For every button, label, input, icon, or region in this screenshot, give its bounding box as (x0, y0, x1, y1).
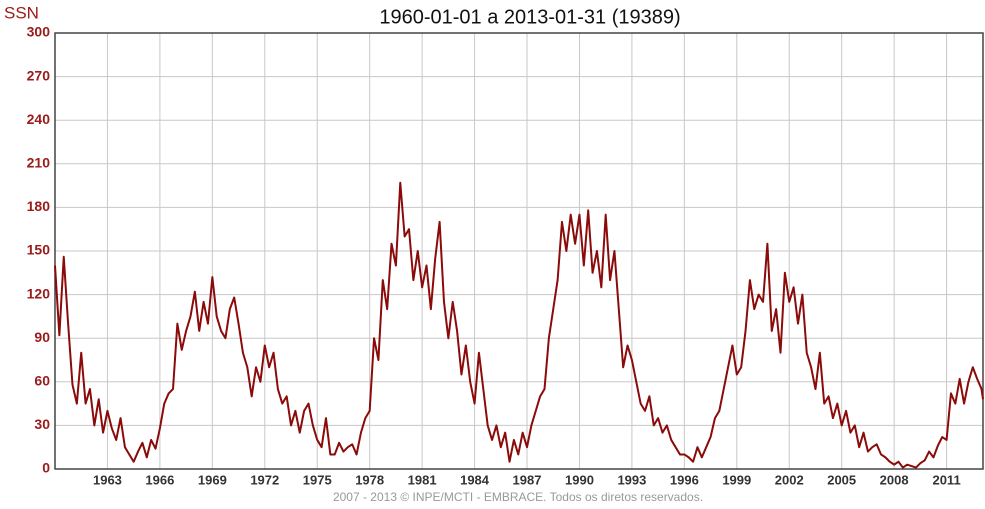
y-tick-label: 270 (27, 67, 51, 83)
y-tick-label: 90 (34, 329, 50, 345)
x-tick-label: 1999 (722, 472, 751, 487)
y-tick-label: 30 (34, 416, 50, 432)
x-tick-label: 2002 (775, 472, 804, 487)
y-tick-label: 120 (27, 285, 51, 301)
x-tick-label: 1990 (565, 472, 594, 487)
x-tick-label: 1984 (460, 472, 490, 487)
x-tick-label: 1993 (617, 472, 646, 487)
y-tick-label: 180 (27, 198, 51, 214)
x-tick-label: 1963 (93, 472, 122, 487)
y-tick-label: 240 (27, 111, 51, 127)
plot-frame (54, 32, 984, 470)
x-tick-label: 1981 (408, 472, 437, 487)
y-tick-label: 0 (42, 460, 50, 476)
x-tick-label: 1987 (513, 472, 542, 487)
x-tick-label: 1975 (303, 472, 332, 487)
x-tick-label: 2005 (827, 472, 856, 487)
x-tick-label: 2011 (932, 472, 960, 487)
chart-title: 1960-01-01 a 2013-01-31 (19389) (379, 6, 680, 28)
x-tick-label: 1996 (670, 472, 699, 487)
x-tick-label: 2008 (880, 472, 909, 487)
footer: 2007 - 2013 © INPE/MCTI - EMBRACE. Todos… (333, 490, 703, 504)
y-tick-label: 150 (27, 242, 51, 258)
x-tick-label: 1966 (145, 472, 174, 487)
x-tick-label: 1972 (250, 472, 279, 487)
x-tick-label: 1978 (355, 472, 384, 487)
y-tick-label: 60 (34, 373, 50, 389)
y-tick-label: 300 (27, 24, 51, 40)
y-tick-label: 210 (27, 155, 51, 171)
y-axis-label: SSN (4, 3, 39, 22)
x-tick-label: 1969 (198, 472, 227, 487)
data-line (54, 181, 984, 469)
